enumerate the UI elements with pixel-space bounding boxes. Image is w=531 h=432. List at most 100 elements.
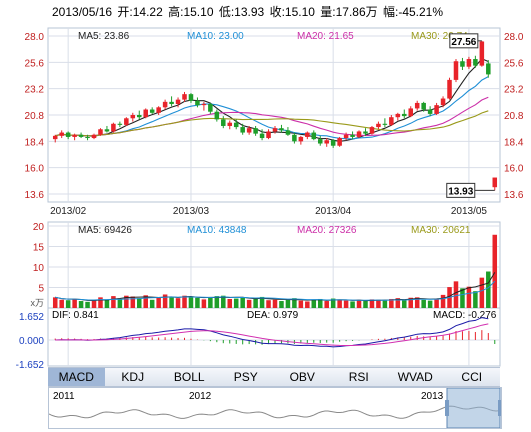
price-ma-legend: MA20: 21.65 — [297, 31, 354, 42]
candle-body — [324, 140, 329, 144]
quote-close: 收:15.10 — [269, 5, 315, 19]
quote-change: 幅:-45.21% — [383, 5, 444, 19]
volume-bar — [130, 296, 136, 308]
candle-body — [85, 136, 90, 139]
tab-macd[interactable]: MACD — [48, 368, 105, 386]
volume-bar — [246, 299, 252, 308]
candle-body — [104, 129, 110, 132]
macd-dea-label: DEA: 0.979 — [247, 310, 299, 321]
volume-bar — [317, 298, 323, 308]
volume-bar — [143, 295, 148, 308]
volume-bar — [363, 301, 368, 308]
price-tick-left: 13.6 — [25, 190, 45, 201]
price-tick-right: 20.8 — [504, 111, 524, 122]
candle-body — [356, 131, 362, 137]
tab-kdj[interactable]: KDJ — [121, 370, 145, 384]
volume-bar — [414, 297, 420, 308]
volume-bar — [149, 299, 155, 308]
time-navigator[interactable]: 2011 2012 2013 — [48, 387, 502, 429]
candle-body — [395, 113, 401, 118]
macd-value-label: MACD: -0.276 — [433, 310, 497, 321]
volume-bar — [292, 298, 297, 308]
candle-body — [460, 61, 465, 67]
volume-bar — [369, 299, 375, 308]
candle-body — [305, 132, 310, 137]
volume-bar — [492, 234, 498, 308]
volume-bar — [382, 300, 388, 308]
candle-body — [59, 132, 64, 136]
volume-bar — [98, 297, 103, 308]
candle-body — [369, 127, 375, 134]
volume-bar — [330, 298, 336, 308]
navigator-year-label: 2013 — [421, 391, 444, 402]
volume-bar — [466, 286, 472, 308]
tab-obv[interactable]: OBV — [289, 370, 315, 384]
candle-body — [227, 122, 233, 126]
volume-bar — [85, 301, 90, 308]
candle-body — [188, 94, 194, 101]
volume-ma-legend: MA10: 43848 — [187, 225, 247, 236]
volume-bar — [253, 298, 258, 308]
volume-bar — [208, 297, 213, 308]
volume-bar — [298, 300, 304, 308]
volume-bar — [266, 300, 271, 308]
volume-bar — [72, 298, 77, 308]
candle-body — [208, 104, 213, 112]
max-price-label: 27.56 — [451, 37, 476, 48]
volume-bar — [59, 299, 64, 308]
volume-bar — [272, 299, 278, 308]
candle-body — [473, 59, 478, 66]
volume-ma10-line — [55, 280, 496, 301]
macd-tick: -1.652 — [16, 360, 45, 371]
volume-bar — [311, 299, 317, 308]
tab-cci[interactable]: CCI — [461, 370, 483, 384]
quote-date: 2013/05/16 — [52, 5, 113, 19]
volume-bar — [479, 277, 485, 308]
navigator-line — [49, 405, 500, 419]
volume-bar — [324, 301, 329, 308]
tab-psy[interactable]: PSY — [233, 370, 258, 384]
candle-body — [117, 123, 123, 125]
volume-bar — [91, 300, 97, 308]
volume-bar — [376, 299, 381, 308]
candle-body — [408, 108, 414, 117]
candle-body — [111, 123, 116, 132]
volume-bar — [279, 301, 284, 308]
volume-tick: 15 — [33, 243, 45, 254]
candle-body — [52, 135, 58, 140]
candle-body — [389, 117, 394, 125]
tab-rsi[interactable]: RSI — [348, 370, 369, 384]
candle-body — [317, 139, 323, 144]
x-tick-label: 2013/05 — [451, 206, 488, 217]
volume-ma5-line — [55, 272, 496, 302]
volume-bar — [395, 298, 401, 308]
volume-bar — [259, 296, 265, 308]
x-tick-label: 2013/02 — [50, 206, 87, 217]
candle-body — [65, 132, 71, 137]
volume-bar — [104, 299, 110, 308]
tab-boll[interactable]: BOLL — [173, 370, 205, 384]
volume-bar — [285, 299, 291, 308]
navigator-handle-left — [445, 400, 449, 416]
tab-wvad[interactable]: WVAD — [397, 370, 433, 384]
volume-bar — [169, 297, 174, 308]
price-tick-right: 25.6 — [504, 58, 524, 69]
candle-body — [402, 113, 407, 117]
price-tick-right: 16.0 — [504, 164, 524, 175]
candle-body — [124, 118, 129, 125]
candle-body — [162, 101, 168, 108]
volume-unit: x万 — [30, 298, 44, 308]
volume-bar — [233, 298, 239, 308]
price-tick-right: 13.6 — [504, 190, 524, 201]
x-tick-label: 2013/04 — [315, 206, 352, 217]
price-tick-right: 28.0 — [504, 32, 524, 43]
volume-bar — [389, 298, 394, 308]
indicator-tabs: MACD KDJ BOLL PSY OBV RSI WVAD CCI — [48, 367, 500, 387]
volume-tick: 20 — [33, 222, 45, 233]
x-tick-label: 2013/03 — [173, 206, 210, 217]
candle-body — [376, 123, 381, 128]
candle-body — [240, 127, 245, 133]
price-tick-left: 25.6 — [25, 58, 45, 69]
volume-bar — [175, 298, 181, 308]
